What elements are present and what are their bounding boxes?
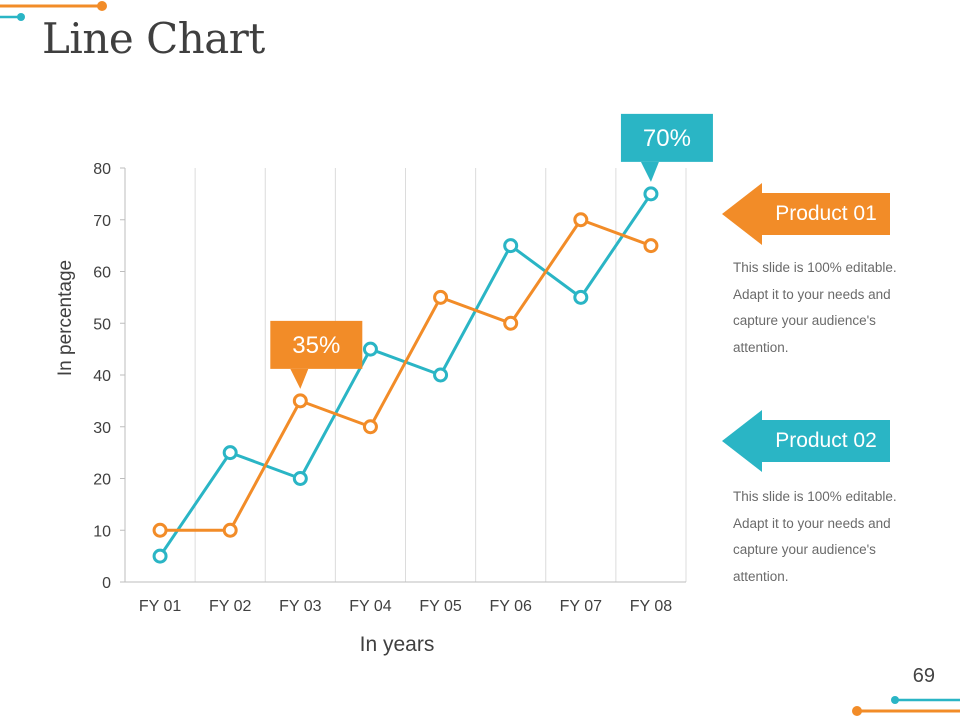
y-tick-label: 80 bbox=[93, 161, 111, 178]
callout-label: 35% bbox=[292, 332, 340, 359]
data-point-product-01 bbox=[292, 393, 308, 409]
chart-grid bbox=[194, 168, 687, 582]
callout-label: 70% bbox=[643, 125, 691, 152]
data-point-product-01 bbox=[643, 238, 659, 254]
legend-label: Product 01 bbox=[775, 202, 877, 225]
callout-box bbox=[620, 113, 713, 162]
data-point-product-02 bbox=[292, 471, 308, 486]
top-left-decoration bbox=[0, 1, 107, 21]
callout-pointer bbox=[290, 368, 309, 389]
chart-callouts: 35% 70% bbox=[270, 113, 713, 389]
callout-box bbox=[270, 320, 363, 369]
x-tick-label: FY 05 bbox=[419, 598, 462, 615]
data-point-product-01 bbox=[152, 522, 168, 538]
data-point-product-02 bbox=[433, 367, 449, 383]
callout-bubble: 70% bbox=[620, 113, 713, 182]
y-tick-label: 50 bbox=[93, 316, 111, 333]
data-point-product-02 bbox=[503, 238, 519, 254]
data-point-product-01 bbox=[573, 212, 589, 228]
legend-description: This slide is 100% editable. Adapt it to… bbox=[733, 489, 897, 584]
y-tick-label: 40 bbox=[93, 368, 111, 385]
y-tick-label: 30 bbox=[93, 420, 111, 437]
legend-product-01: Product 01 bbox=[722, 183, 892, 245]
legend-product-02: Product 02 bbox=[722, 410, 892, 472]
x-axis-label: In years bbox=[360, 633, 435, 656]
chart-series bbox=[152, 186, 659, 564]
y-tick-label: 10 bbox=[93, 523, 111, 540]
x-tick-label: FY 07 bbox=[560, 598, 603, 615]
x-tick-label: FY 06 bbox=[489, 598, 532, 615]
y-tick-label: 0 bbox=[102, 575, 111, 592]
data-point-product-02 bbox=[152, 548, 168, 564]
x-tick-label: FY 03 bbox=[279, 598, 322, 615]
data-point-product-01 bbox=[433, 289, 449, 305]
legend-arrow-shape bbox=[722, 410, 890, 472]
data-point-product-01 bbox=[222, 522, 238, 538]
callout-bubble: 35% bbox=[270, 320, 363, 389]
legend-label: Product 02 bbox=[775, 429, 877, 452]
page-number: 69 bbox=[912, 665, 935, 687]
data-point-product-02 bbox=[362, 341, 378, 357]
y-tick-label: 20 bbox=[93, 472, 111, 489]
y-tick-label: 60 bbox=[93, 265, 111, 282]
chart-axes: 0 10 20 30 40 50 60 70 80 FY 01 FY 02 FY 03 FY 04 FY … bbox=[55, 161, 686, 656]
callout-pointer bbox=[640, 161, 659, 182]
data-point-product-02 bbox=[573, 289, 589, 305]
series-line-product-01 bbox=[160, 218, 652, 532]
y-axis-label: In percentage bbox=[55, 260, 76, 376]
slide-title: Line Chart bbox=[42, 14, 265, 63]
data-point-product-01 bbox=[362, 419, 378, 435]
data-point-product-02 bbox=[643, 186, 659, 202]
data-point-product-01 bbox=[503, 315, 519, 331]
bottom-right-decoration bbox=[852, 696, 960, 716]
x-tick-label: FY 08 bbox=[630, 598, 673, 615]
x-tick-label: FY 01 bbox=[139, 598, 182, 615]
legend-description: This slide is 100% editable. Adapt it to… bbox=[733, 260, 897, 355]
y-tick-label: 70 bbox=[93, 213, 111, 230]
x-tick-label: FY 04 bbox=[349, 598, 392, 615]
legend-arrow-shape bbox=[722, 183, 890, 245]
x-tick-label: FY 02 bbox=[209, 598, 252, 615]
data-point-product-02 bbox=[222, 445, 238, 461]
